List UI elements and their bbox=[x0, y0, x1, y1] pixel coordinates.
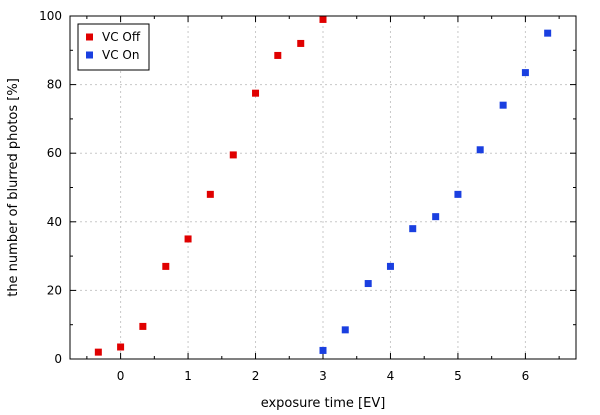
legend: VC Off VC On bbox=[77, 23, 150, 71]
y-axis-label: the number of blurred photos [%] bbox=[6, 78, 21, 297]
vc-on-point bbox=[319, 346, 327, 354]
vc-on-point bbox=[521, 69, 529, 77]
vc-off-point bbox=[184, 235, 192, 243]
x-tick-label: 6 bbox=[522, 369, 530, 383]
y-tick-label: 100 bbox=[39, 9, 62, 23]
vc-on-point bbox=[544, 29, 552, 37]
vc-off-point bbox=[206, 190, 214, 198]
x-tick-label: 5 bbox=[454, 369, 462, 383]
y-tick-label: 40 bbox=[47, 215, 62, 229]
vc-on-point bbox=[454, 190, 462, 198]
vc-off-point bbox=[297, 39, 305, 47]
vc-on-point bbox=[409, 225, 417, 233]
vc-off-point bbox=[117, 343, 125, 351]
y-tick-label: 60 bbox=[47, 146, 62, 160]
legend-marker-vc-on bbox=[86, 51, 93, 59]
grid-lines bbox=[70, 16, 576, 359]
x-tick-label: 0 bbox=[117, 369, 125, 383]
vc-off-point bbox=[252, 89, 260, 97]
vc-on-point bbox=[432, 213, 440, 221]
y-tick-label: 80 bbox=[47, 78, 62, 92]
vc-off-point bbox=[94, 348, 102, 356]
x-tick-label: 4 bbox=[387, 369, 395, 383]
vc-off-point bbox=[229, 151, 237, 159]
vc-off-point bbox=[139, 322, 147, 330]
vc-on-point bbox=[386, 262, 394, 270]
x-axis-label: exposure time [EV] bbox=[261, 396, 386, 411]
x-tick-label: 3 bbox=[319, 369, 327, 383]
plot-frame bbox=[69, 15, 577, 360]
legend-label-vc-on: VC On bbox=[102, 48, 139, 62]
vc-on-point bbox=[476, 146, 484, 154]
legend-marker-vc-off bbox=[86, 33, 93, 41]
vc-on-point bbox=[341, 326, 349, 334]
vc-on-point bbox=[499, 101, 507, 109]
vc-off-point bbox=[274, 51, 282, 59]
x-tick-label: 1 bbox=[184, 369, 192, 383]
data-points bbox=[94, 15, 552, 356]
vc-off-point bbox=[319, 15, 327, 23]
legend-box bbox=[77, 23, 150, 71]
x-tick-label: 2 bbox=[252, 369, 260, 383]
vc-off-point bbox=[162, 262, 170, 270]
y-tick-label: 20 bbox=[47, 283, 62, 297]
vc-on-point bbox=[364, 280, 372, 288]
y-tick-label: 0 bbox=[54, 352, 62, 366]
legend-label-vc-off: VC Off bbox=[102, 30, 141, 44]
